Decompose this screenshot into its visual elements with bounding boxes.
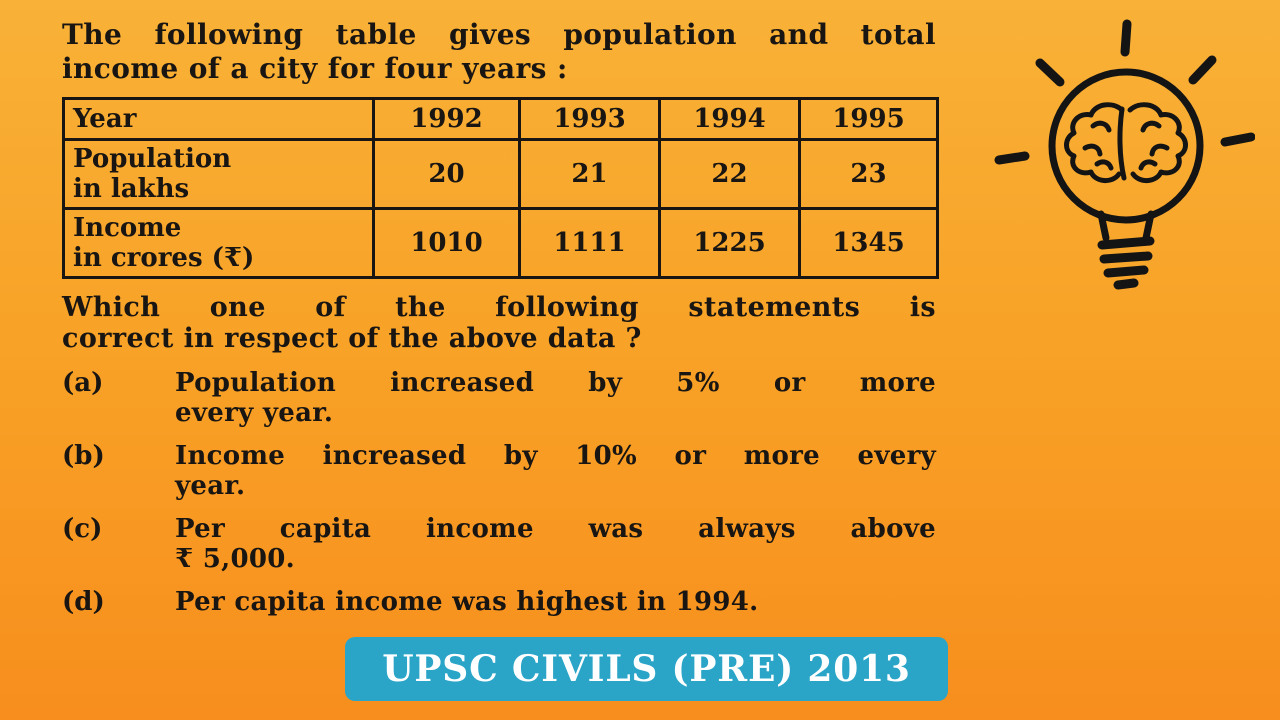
intro-line: income of a city for four years : — [62, 52, 568, 85]
brain-center — [1117, 106, 1127, 181]
question-intro: The following table gives population and… — [62, 18, 936, 86]
option-body: Population increased by 5% or more every… — [175, 368, 936, 428]
lightbulb-brain-icon — [985, 8, 1256, 308]
row-label: Population in lakhs — [62, 138, 375, 210]
bulb-thread — [1097, 236, 1155, 250]
table-header-cell: 1994 — [658, 97, 801, 141]
option-text-line: year. — [175, 471, 246, 501]
table-row-income: Income in crores (₹) 1010 1111 1225 1345 — [62, 207, 939, 279]
cell-value: 21 — [518, 138, 661, 210]
table-header-row: Year 1992 1993 1994 1995 — [62, 97, 939, 141]
option-text-line: Income increased by 10% or more every — [175, 441, 936, 471]
bulb-neck — [1142, 210, 1155, 242]
option-text-line: Per capita income was always above — [175, 514, 936, 544]
option-letter: (c) — [62, 514, 103, 544]
ray-upper-right — [1188, 55, 1217, 85]
brain-right — [1127, 102, 1188, 183]
population-income-table: Year 1992 1993 1994 1995 Population in l… — [62, 97, 939, 279]
question-line: Which one of the following statements is — [62, 292, 936, 323]
question-line: correct in respect of the above data ? — [62, 323, 642, 354]
table-header-cell: 1993 — [518, 97, 661, 141]
brain-left — [1064, 102, 1125, 183]
question-content: The following table gives population and… — [62, 18, 939, 630]
bulb-thread — [1099, 251, 1153, 264]
option-b: (b) Income increased by 10% or more ever… — [62, 441, 936, 501]
intro-line: The following table gives population and… — [62, 18, 936, 51]
row-label: Income in crores (₹) — [62, 207, 375, 279]
ray-left — [994, 151, 1030, 165]
option-letter: (b) — [62, 441, 105, 471]
options-list: (a) Population increased by 5% or more e… — [62, 368, 936, 617]
bulb-neck — [1097, 210, 1110, 242]
cell-value: 1225 — [658, 207, 801, 279]
cell-value: 1345 — [798, 207, 939, 279]
cell-value: 20 — [372, 138, 521, 210]
bulb-tip — [1113, 278, 1139, 290]
cell-value: 1010 — [372, 207, 521, 279]
option-letter: (a) — [62, 368, 104, 398]
cell-value: 1111 — [518, 207, 661, 279]
exam-banner: UPSC CIVILS (PRE) 2013 — [345, 637, 948, 701]
cell-value: 23 — [798, 138, 939, 210]
ray-upper-left — [1035, 58, 1065, 87]
option-a: (a) Population increased by 5% or more e… — [62, 368, 936, 428]
exam-banner-label: UPSC CIVILS (PRE) 2013 — [382, 648, 911, 690]
option-body: Per capita income was highest in 1994. — [175, 587, 936, 617]
option-text-line: every year. — [175, 398, 334, 428]
bulb-glass — [1048, 68, 1204, 224]
ray-right — [1220, 132, 1256, 147]
ray-top — [1120, 19, 1132, 57]
cell-value: 22 — [658, 138, 801, 210]
brain-fold — [1094, 159, 1114, 171]
brain-fold — [1149, 143, 1170, 157]
table-header-cell: 1992 — [372, 97, 521, 141]
table-row-population: Population in lakhs 20 21 22 23 — [62, 138, 939, 210]
option-c: (c) Per capita income was always above ₹… — [62, 514, 936, 574]
question-text: Which one of the following statements is… — [62, 292, 936, 354]
table-header-cell: 1995 — [798, 97, 939, 141]
option-d: (d) Per capita income was highest in 199… — [62, 587, 936, 617]
option-body: Income increased by 10% or more every ye… — [175, 441, 936, 501]
bulb-thread — [1103, 265, 1149, 278]
option-text-line: ₹ 5,000. — [175, 544, 296, 574]
brain-fold — [1090, 120, 1112, 133]
option-body: Per capita income was always above ₹ 5,0… — [175, 514, 936, 574]
table-header-cell: Year — [62, 97, 375, 141]
option-text-line: Per capita income was highest in 1994. — [175, 587, 759, 617]
option-letter: (d) — [62, 587, 105, 617]
option-text-line: Population increased by 5% or more — [175, 368, 936, 398]
brain-fold — [1082, 143, 1103, 157]
brain-fold — [1140, 120, 1162, 133]
brain-fold — [1138, 159, 1158, 171]
